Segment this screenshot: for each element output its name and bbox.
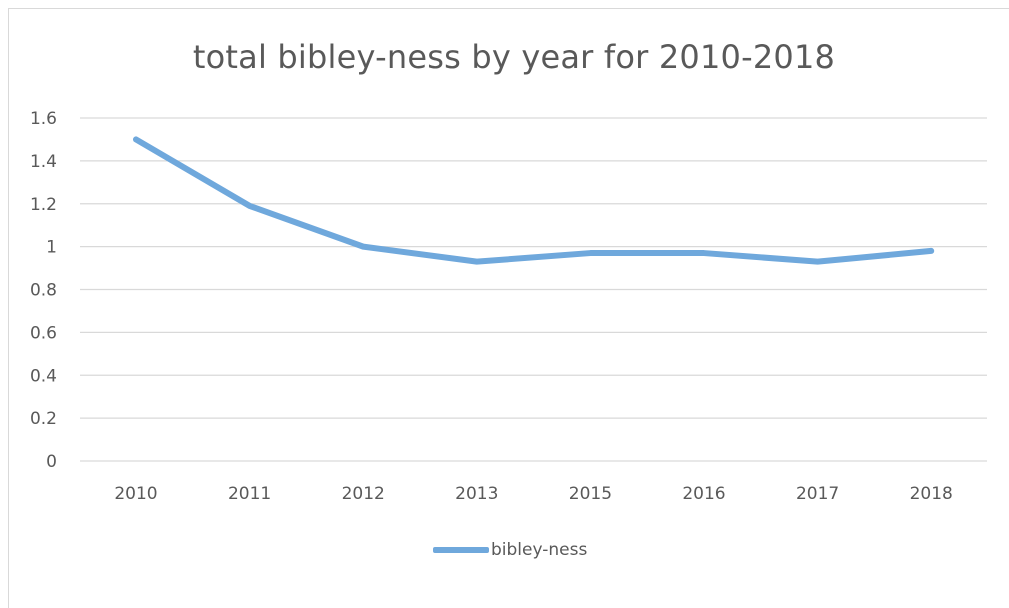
y-tick-label: 1.2: [30, 195, 57, 215]
y-tick-label: 0.8: [30, 281, 57, 301]
series-group: [133, 136, 935, 265]
x-tick-label: 2011: [228, 484, 271, 504]
y-tick-label: 0: [46, 452, 57, 472]
legend: bibley-ness: [433, 538, 587, 562]
legend-label: bibley-ness: [491, 540, 588, 560]
y-tick-label: 0.4: [30, 366, 57, 386]
chart-frame: [8, 8, 1009, 608]
legend-swatch: [433, 547, 489, 553]
y-tick-label: 0.2: [30, 409, 57, 429]
chart-title: total bibley-ness by year for 2010-2018: [192, 38, 836, 76]
x-tick-label: 2010: [114, 484, 157, 504]
x-tick-label: 2015: [569, 484, 612, 504]
x-tick-label: 2016: [682, 484, 725, 504]
y-tick-label: 1: [46, 238, 57, 258]
series-line: [133, 136, 935, 265]
y-axis-ticks: 0 0.2 0.4 0.6 0.8 1 1.2 1.4 1.6: [30, 109, 57, 472]
x-axis-ticks: 2010 2011 2012 2013 2015 2016 2017 2018: [114, 484, 952, 504]
x-tick-label: 2017: [796, 484, 839, 504]
gridlines: [80, 117, 987, 462]
x-tick-label: 2018: [910, 484, 953, 504]
x-tick-label: 2013: [455, 484, 498, 504]
x-tick-label: 2012: [342, 484, 385, 504]
line-chart: 0 0.2 0.4 0.6 0.8 1 1.2 1.4 1.6 2010 2011 2012 2013…: [30, 109, 987, 504]
y-tick-label: 1.4: [30, 152, 57, 172]
y-tick-label: 1.6: [30, 109, 57, 129]
y-tick-label: 0.6: [30, 323, 57, 343]
